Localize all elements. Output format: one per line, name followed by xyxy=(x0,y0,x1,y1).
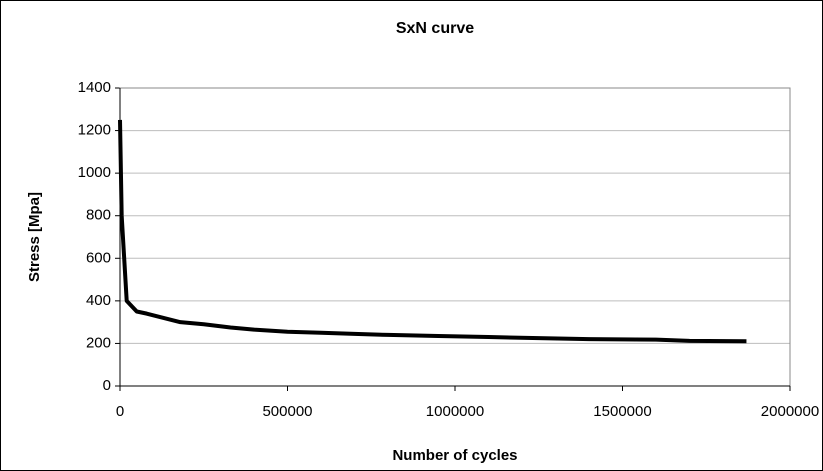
y-tick-label: 400 xyxy=(86,292,111,309)
y-tick-label: 800 xyxy=(86,207,111,224)
y-tick-label: 1400 xyxy=(78,79,111,96)
x-axis-label: Number of cycles xyxy=(392,447,517,464)
data-line xyxy=(118,119,747,344)
x-tick-label: 1500000 xyxy=(593,403,651,420)
y-tick-label: 1200 xyxy=(78,122,111,139)
y-tick-label: 600 xyxy=(86,249,111,266)
y-tick-label: 0 xyxy=(103,377,111,394)
chart-title: SxN curve xyxy=(396,20,474,37)
y-tick-label: 200 xyxy=(86,334,111,351)
x-tick-label: 0 xyxy=(116,403,124,420)
y-tick-label: 1000 xyxy=(78,164,111,181)
y-axis-label: Stress [Mpa] xyxy=(26,192,43,282)
x-tick-label: 1000000 xyxy=(426,403,484,420)
x-tick-label: 2000000 xyxy=(761,403,819,420)
x-tick-label: 500000 xyxy=(262,403,312,420)
